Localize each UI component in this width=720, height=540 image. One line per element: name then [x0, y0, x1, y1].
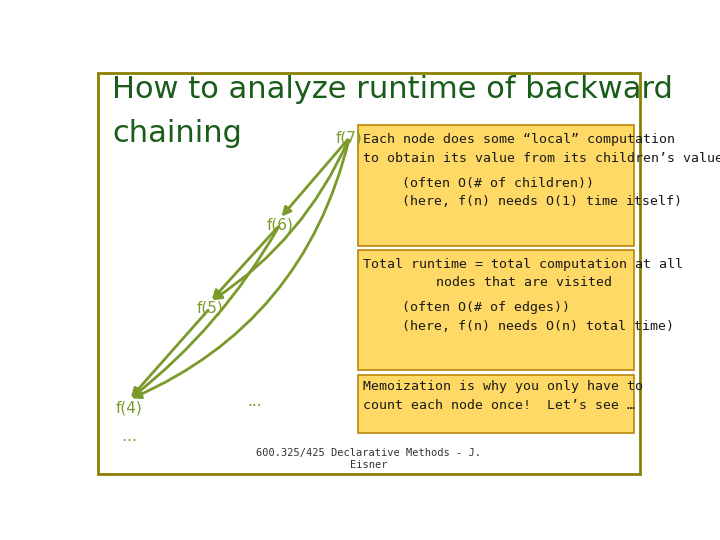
- Text: (here, f(n) needs O(1) time itself): (here, f(n) needs O(1) time itself): [402, 195, 683, 208]
- Text: Total runtime = total computation at all: Total runtime = total computation at all: [364, 258, 683, 271]
- Text: f(4): f(4): [116, 400, 143, 415]
- Text: ...: ...: [247, 394, 262, 409]
- Text: (often O(# of edges)): (often O(# of edges)): [402, 301, 570, 314]
- Text: f(6): f(6): [266, 218, 293, 232]
- Text: chaining: chaining: [112, 119, 242, 148]
- Text: Memoization is why you only have to: Memoization is why you only have to: [364, 380, 644, 393]
- Text: (here, f(n) needs O(n) total time): (here, f(n) needs O(n) total time): [402, 320, 675, 333]
- Text: (often O(# of children)): (often O(# of children)): [402, 177, 595, 190]
- Text: count each node once!  Let’s see …: count each node once! Let’s see …: [364, 399, 636, 412]
- Text: Eisner: Eisner: [350, 460, 388, 470]
- Text: f(7): f(7): [336, 130, 363, 145]
- Text: Each node does some “local” computation: Each node does some “local” computation: [364, 133, 675, 146]
- Text: How to analyze runtime of backward: How to analyze runtime of backward: [112, 75, 673, 104]
- FancyBboxPatch shape: [358, 375, 634, 433]
- Text: 600.325/425 Declarative Methods - J.: 600.325/425 Declarative Methods - J.: [256, 448, 482, 458]
- FancyBboxPatch shape: [358, 125, 634, 246]
- Text: …: …: [122, 429, 137, 444]
- Text: nodes that are visited: nodes that are visited: [436, 276, 612, 289]
- Text: to obtain its value from its children’s values: to obtain its value from its children’s …: [364, 152, 720, 165]
- FancyBboxPatch shape: [358, 250, 634, 370]
- Text: f(5): f(5): [197, 301, 223, 315]
